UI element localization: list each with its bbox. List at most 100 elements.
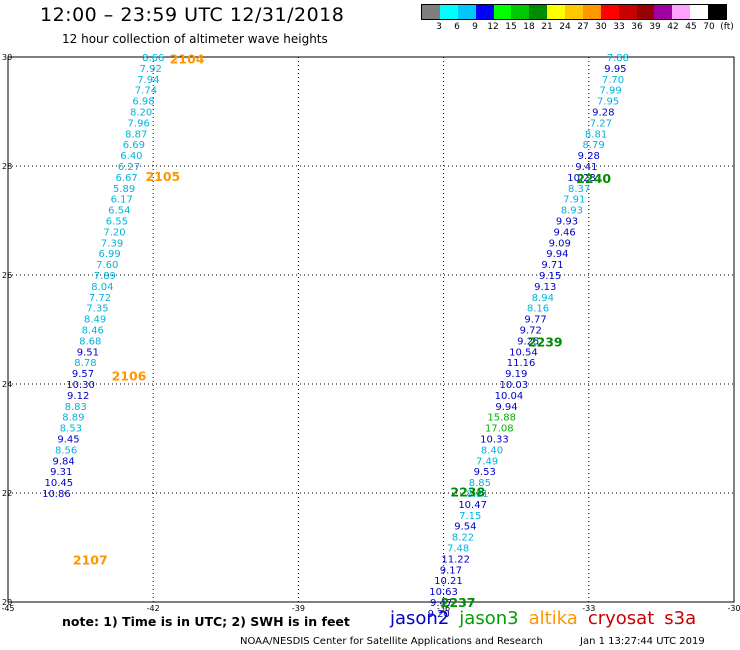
data-point-label: 8.37 (568, 184, 590, 195)
color-scale-label: 36 (631, 22, 643, 32)
data-point-label: 9.72 (520, 326, 542, 337)
color-scale-label: (ft) (720, 22, 734, 32)
color-scale-swatch (690, 5, 708, 19)
data-point-label: 7.94 (137, 75, 159, 86)
data-point-label: 7.74 (135, 86, 157, 97)
color-scale-label: 39 (649, 22, 661, 32)
color-scale-swatch (636, 5, 655, 19)
data-point-label: 10.47 (458, 500, 487, 511)
plot-frame (7, 56, 735, 603)
x-tick-label: -39 (292, 604, 305, 613)
data-point-label: 11.22 (441, 554, 470, 565)
data-point-label: 10.86 (42, 489, 71, 500)
data-point-label: 8.56 (55, 445, 77, 456)
chart-title: 12:00 – 23:59 UTC 12/31/2018 (40, 4, 345, 26)
color-scale-swatch (547, 5, 565, 19)
y-tick-label: 26 (2, 271, 12, 280)
data-point-label: 9.51 (77, 347, 99, 358)
data-point-label: 10.03 (499, 380, 528, 391)
pass-number-label: 2239 (528, 334, 563, 349)
data-point-label: 8.79 (583, 140, 605, 151)
data-point-label: 10.54 (509, 347, 538, 358)
color-scale-swatch (582, 5, 601, 19)
data-point-label: 7.27 (590, 118, 612, 129)
chart-subtitle: 12 hour collection of altimeter wave hei… (62, 32, 328, 46)
data-point-label: 9.53 (474, 467, 496, 478)
color-scale-swatch (654, 5, 673, 19)
data-point-label: 7.96 (128, 118, 150, 129)
color-scale-label: 33 (613, 22, 625, 32)
data-point-label: 7.89 (94, 271, 116, 282)
color-scale-label: 45 (685, 22, 697, 32)
y-tick-label: 24 (2, 380, 12, 389)
data-point-label: 7.48 (447, 544, 469, 555)
data-point-label: 9.57 (72, 369, 94, 380)
color-scale-label: 12 (487, 22, 499, 32)
data-point-label: 9.93 (556, 217, 578, 228)
data-point-label: 8.81 (466, 489, 488, 500)
pass-number-label: 2105 (145, 169, 180, 184)
data-point-label: 9.45 (57, 435, 79, 446)
legend-item-s3a: s3a (664, 608, 697, 629)
data-point-label: 10.33 (480, 435, 509, 446)
color-scale-swatch (529, 5, 548, 19)
data-point-label: 7.15 (459, 511, 481, 522)
legend-item-jason3: jason3 (459, 608, 519, 629)
pass-number-label: 2240 (576, 171, 611, 186)
y-tick-label: 22 (2, 489, 12, 498)
color-scale-label: 6 (454, 22, 460, 32)
color-scale-label: 21 (541, 22, 553, 32)
color-scale-swatch (600, 5, 619, 19)
data-point-label: 9.95 (604, 64, 626, 75)
data-point-label: 10.30 (66, 380, 95, 391)
data-point-label: 6.40 (120, 151, 142, 162)
data-point-label: 9.09 (549, 238, 571, 249)
data-point-label: 10.21 (434, 576, 463, 587)
color-scale-label: 15 (505, 22, 517, 32)
data-point-label: 7.35 (86, 304, 108, 315)
data-point-label: 9.17 (440, 565, 462, 576)
note-text: note: 1) Time is in UTC; 2) SWH is in fe… (62, 614, 350, 629)
data-point-label: 8.49 (84, 315, 106, 326)
data-point-label: 6.55 (106, 217, 128, 228)
pass-number-label: 2238 (450, 484, 485, 499)
data-point-label: 6.54 (108, 206, 130, 217)
data-point-label: 7.88 (607, 53, 629, 64)
data-point-label: 8.83 (65, 402, 87, 413)
data-point-label: 5.89 (113, 184, 135, 195)
data-point-label: 8.94 (532, 293, 554, 304)
data-point-label: 6.67 (115, 173, 137, 184)
data-point-label: 9.20 (428, 609, 450, 620)
data-point-label: 8.20 (130, 108, 152, 119)
data-point-label: 11.16 (507, 358, 536, 369)
color-scale-label: 24 (559, 22, 571, 32)
x-tick-label: -36 (437, 604, 450, 613)
data-point-label: 6.17 (111, 195, 133, 206)
data-point-label: 10.23 (567, 173, 596, 184)
color-scale-label: 30 (595, 22, 607, 32)
color-scale-swatch (475, 5, 494, 19)
data-point-label: 8.87 (125, 129, 147, 140)
data-point-label: 9.13 (534, 282, 556, 293)
color-scale-swatch (618, 5, 637, 19)
color-scale-label: 9 (472, 22, 478, 32)
data-point-label: 8.93 (561, 206, 583, 217)
color-scale-swatch (493, 5, 512, 19)
y-tick-label: 28 (2, 162, 12, 171)
data-point-label: 7.92 (140, 64, 162, 75)
color-scale-label: 3 (436, 22, 442, 32)
data-point-label: 7.49 (476, 456, 498, 467)
data-point-label: 6.98 (132, 97, 154, 108)
data-point-label: 9.71 (541, 260, 563, 271)
data-point-label: 9.25 (517, 336, 539, 347)
data-point-label: 8.81 (585, 129, 607, 140)
color-scale-swatch (708, 5, 726, 19)
data-point-label: 7.70 (602, 75, 624, 86)
data-point-label: 7.91 (563, 195, 585, 206)
data-point-label: 15.88 (487, 413, 516, 424)
data-point-label: 9.47 (430, 598, 452, 609)
color-scale-label: 27 (577, 22, 589, 32)
data-point-label: 9.77 (524, 315, 546, 326)
pass-number-label: 2237 (441, 595, 476, 610)
